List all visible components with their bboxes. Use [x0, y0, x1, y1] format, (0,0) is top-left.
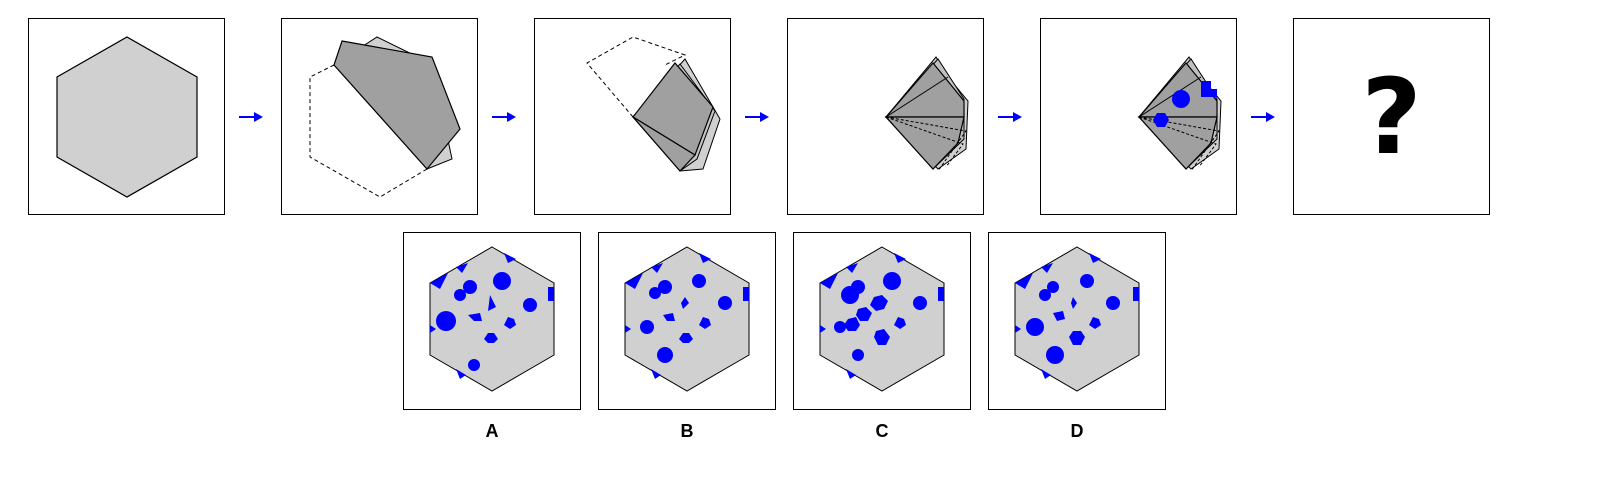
option-a-panel[interactable] [403, 232, 581, 410]
option-d-panel[interactable] [988, 232, 1166, 410]
arrow-icon [238, 108, 264, 126]
option-a-label: A [485, 421, 499, 441]
question-mark: ? [1361, 55, 1422, 178]
paper-hexagon [56, 36, 198, 198]
arrow-icon [491, 108, 517, 126]
option-b-panel[interactable] [598, 232, 776, 410]
option-c-panel[interactable] [793, 232, 971, 410]
step-3-fold-figure [586, 36, 721, 172]
option-a-figure [429, 246, 555, 392]
option-c-figure [819, 246, 945, 392]
option-d-figure [1014, 246, 1140, 392]
folded-flap-bottom [1137, 116, 1218, 170]
step-5-panel [1040, 18, 1237, 215]
option-c-label: C [875, 421, 889, 441]
step-1-panel [28, 18, 225, 215]
folded-flap-lower [632, 116, 696, 172]
folded-flap-bottom [884, 116, 965, 170]
arrow-icon [997, 108, 1023, 126]
step-2-panel [281, 18, 478, 215]
fold-dashed-lines [885, 116, 967, 172]
punch-hole-hexagon [1153, 113, 1169, 127]
punch-hole-circle [1172, 90, 1190, 108]
step-3-panel [534, 18, 731, 215]
fold-dashed-outline [309, 64, 428, 198]
option-b-figure [624, 246, 750, 392]
step-1-hexagon-figure [56, 36, 198, 198]
option-b-label: B [680, 421, 694, 441]
step-4-fold-figure [884, 56, 969, 172]
arrow-icon [1250, 108, 1276, 126]
punch-hole-square [1201, 81, 1217, 97]
folded-flap [333, 40, 461, 170]
answer-question-panel: ? [1293, 18, 1490, 215]
option-d-label: D [1070, 421, 1084, 441]
step-5-punch-figure [1137, 56, 1222, 172]
step-2-fold-figure [309, 36, 461, 198]
step-4-panel [787, 18, 984, 215]
arrow-icon [744, 108, 770, 126]
